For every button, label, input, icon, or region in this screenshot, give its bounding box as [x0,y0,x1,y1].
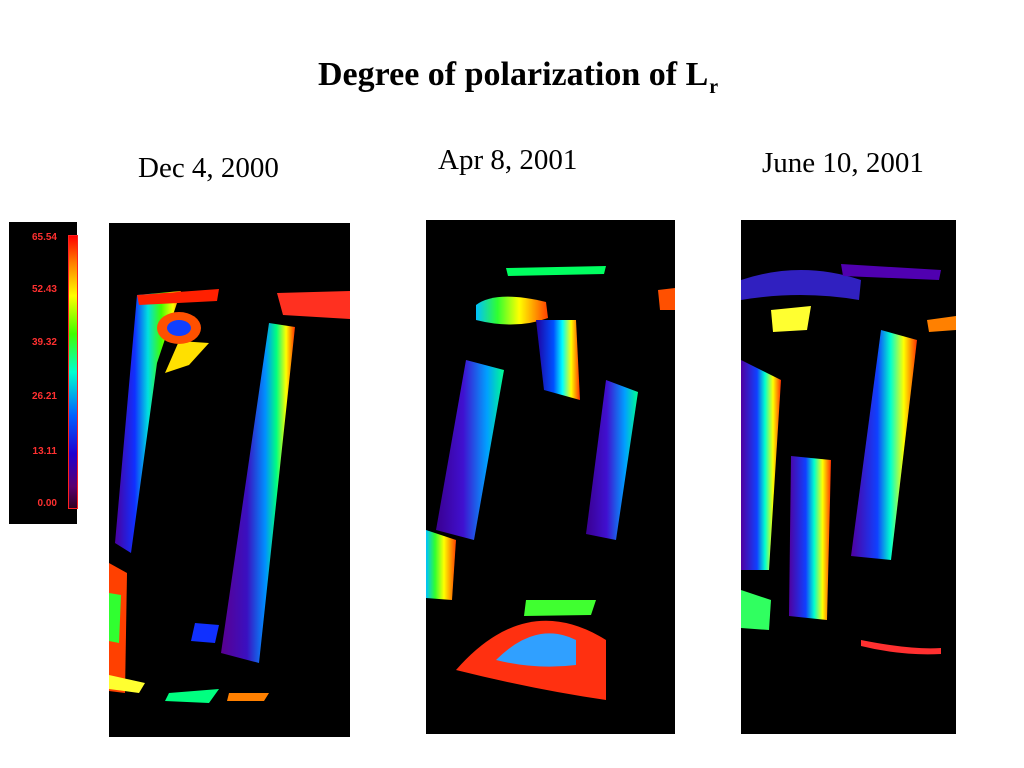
colorbar-tick: 52.43 [31,284,57,295]
colorbar-tick: 0.00 [37,498,57,509]
polarization-image-dec-2000 [109,223,350,737]
colorbar-tick: 65.54 [31,232,57,243]
title-text: Degree of polarization of L [318,56,709,93]
polarization-image-apr-2001 [426,220,675,734]
date-label-jun-2001: June 10, 2001 [762,147,924,179]
date-label-apr-2001: Apr 8, 2001 [438,144,578,176]
polarization-image-jun-2001 [741,220,956,734]
date-label-dec-2000: Dec 4, 2000 [138,152,279,184]
slide-title: Degree of polarization of Lr [318,56,718,99]
colorbar-tick: 39.32 [31,337,57,348]
colorbar-legend: 65.54 52.43 39.32 26.21 13.11 0.00 [9,222,78,524]
colorbar-tick: 13.11 [32,446,57,457]
colorbar-tick: 26.21 [31,391,57,402]
title-subscript: r [709,76,719,98]
colorbar-gradient [68,235,78,509]
